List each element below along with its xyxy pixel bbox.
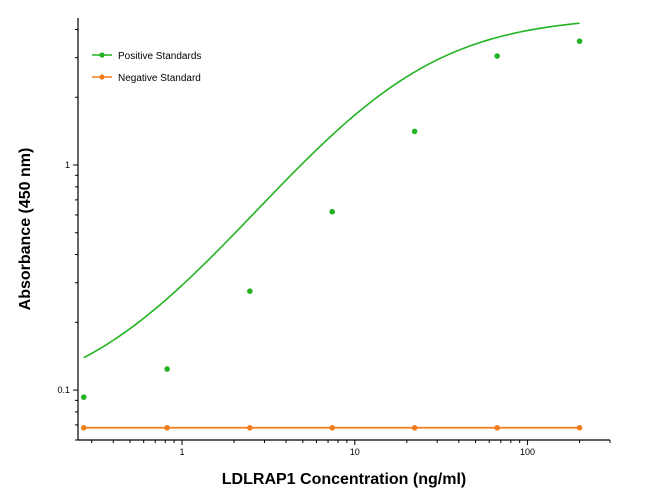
positive-data-point <box>80 394 87 400</box>
y-ticks: 0.11 <box>57 29 78 441</box>
legend: Positive Standards Negative Standard <box>92 51 201 84</box>
legend-label-positive: Positive Standards <box>118 51 201 62</box>
positive-fit-curve <box>83 22 580 359</box>
x-ticks: 1 10 100 <box>91 440 611 457</box>
legend-label-negative: Negative Standard <box>118 73 201 84</box>
x-tick-label: 10 <box>350 447 360 457</box>
legend-marker-negative <box>99 74 105 80</box>
x-tick-label: 1 <box>180 447 185 457</box>
y-axis-title: Absorbance (450 nm) <box>17 148 34 311</box>
negative-data-point <box>494 424 500 431</box>
legend-marker-positive <box>99 52 105 58</box>
x-axis-title: LDLRAP1 Concentration (ng/ml) <box>222 471 466 488</box>
negative-data-point <box>576 424 583 431</box>
y-tick-label: 1 <box>65 160 70 170</box>
negative-data-point <box>80 424 87 431</box>
negative-data-point <box>329 424 335 431</box>
positive-data-point <box>494 53 500 59</box>
positive-data-point <box>247 288 253 294</box>
y-tick-label: 0.1 <box>57 385 70 395</box>
negative-data-point <box>411 424 418 431</box>
positive-data-point <box>329 208 335 215</box>
positive-data-point <box>164 366 170 372</box>
x-tick-label: 100 <box>520 447 535 457</box>
positive-data-point <box>411 128 418 135</box>
positive-data-point <box>576 38 583 44</box>
negative-data-point <box>247 424 253 431</box>
negative-data-point <box>164 424 170 431</box>
series-layer <box>80 22 583 431</box>
